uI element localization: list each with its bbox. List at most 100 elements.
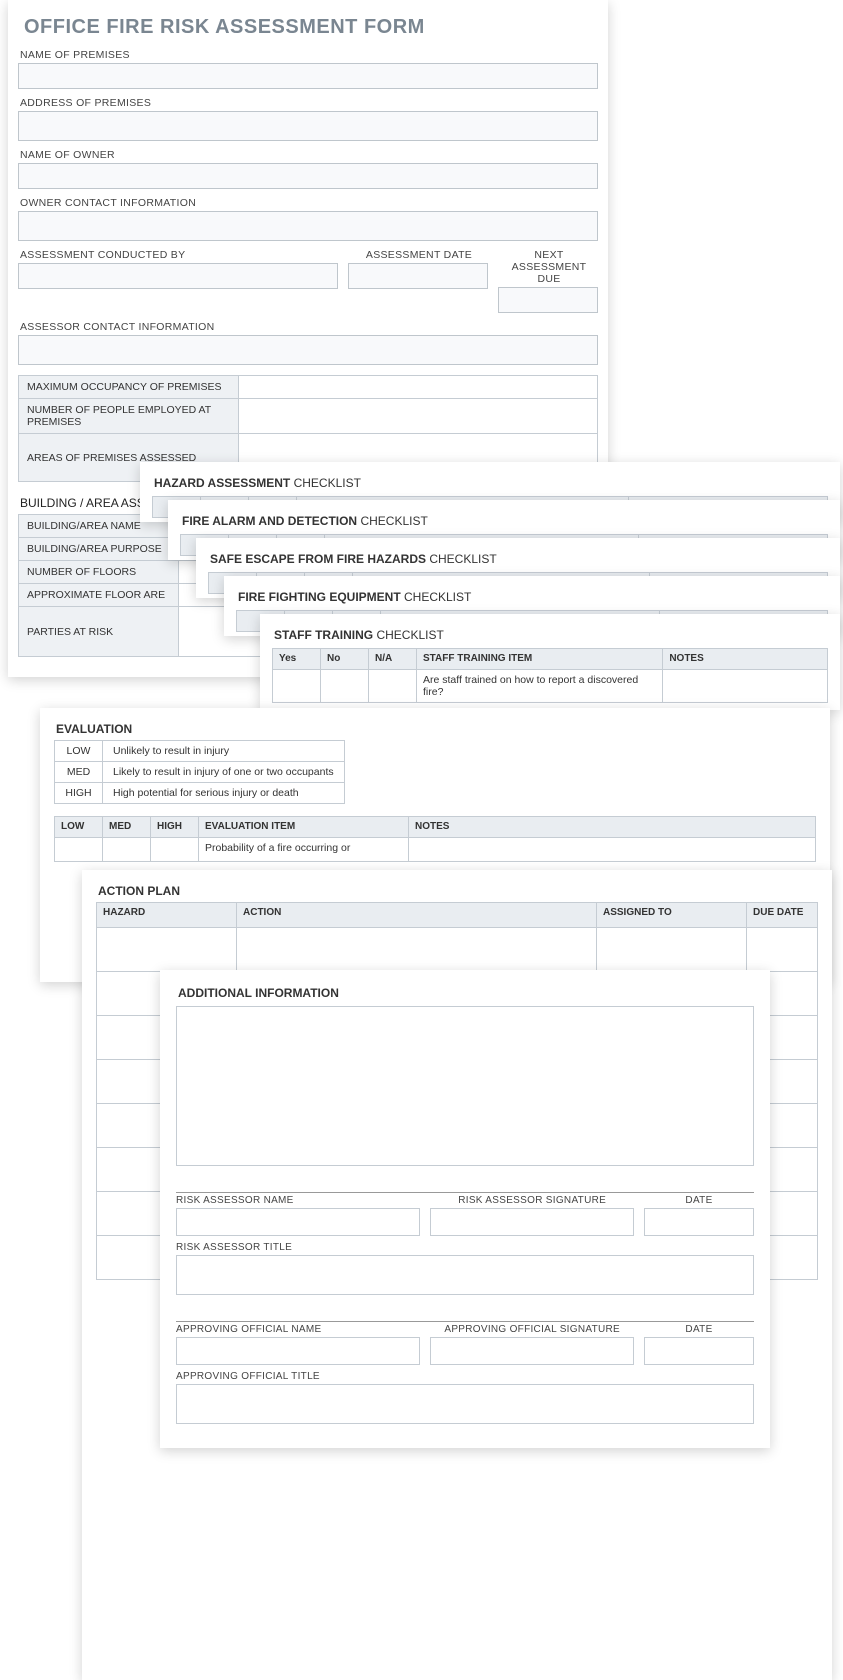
chk4-title: FIRE FIGHTING EQUIPMENT CHECKLIST [238,590,828,604]
action-heading: ACTION PLAN [98,884,818,898]
col-notes: NOTES [663,649,827,669]
lbl-date-2: DATE [644,1324,754,1335]
label-premises-address: ADDRESS OF PREMISES [20,97,598,109]
addl-textarea[interactable] [176,1006,754,1166]
chk5-r1-na[interactable] [369,670,417,702]
occ-r1-label: MAXIMUM OCCUPANCY OF PREMISES [19,376,239,399]
action-col-hazard: HAZARD [97,903,237,927]
chk5-r1-no[interactable] [321,670,369,702]
eval-col-med: MED [103,817,151,837]
input-assess-date[interactable] [348,263,488,289]
col-item: STAFF TRAINING ITEM [417,649,663,669]
divider [176,1192,754,1193]
chk5-head: Yes No N/A STAFF TRAINING ITEM NOTES [272,648,828,670]
eval-r1-low[interactable] [55,838,103,861]
chk5-row1: Are staff trained on how to report a dis… [272,670,828,703]
label-premises-name: NAME OF PREMISES [20,49,598,61]
input-assessor-title[interactable] [176,1255,754,1295]
col-no: No [321,649,369,669]
col-yes: Yes [273,649,321,669]
lbl-official-sig: APPROVING OFFICIAL SIGNATURE [430,1324,634,1335]
eval-r1-high[interactable] [151,838,199,861]
col-na: N/A [369,649,417,669]
bld-r4: APPROXIMATE FLOOR ARE [19,584,179,607]
chk4-r: CHECKLIST [401,590,472,604]
label-assessed-by: ASSESSMENT CONDUCTED BY [20,249,338,261]
label-owner-contact: OWNER CONTACT INFORMATION [20,197,598,209]
input-date-1[interactable] [644,1208,754,1236]
chk2-r: CHECKLIST [357,514,428,528]
action-col-due: DUE DATE [747,903,817,927]
addl-heading: ADDITIONAL INFORMATION [178,986,754,1000]
action-r-assigned[interactable] [597,928,747,971]
page-checklist-training: STAFF TRAINING CHECKLIST Yes No N/A STAF… [260,614,840,710]
occ-r2-value[interactable] [239,399,598,434]
lbl-assessor-sig: RISK ASSESSOR SIGNATURE [430,1195,634,1206]
lbl-assessor-name: RISK ASSESSOR NAME [176,1195,420,1206]
input-assessor-contact[interactable] [18,335,598,365]
input-date-2[interactable] [644,1337,754,1365]
input-official-sig[interactable] [430,1337,634,1365]
input-next-due[interactable] [498,287,598,313]
eval-col-notes: NOTES [409,817,815,837]
page-additional-info: ADDITIONAL INFORMATION RISK ASSESSOR NAM… [160,970,770,1448]
action-r-due[interactable] [747,928,817,971]
divider [176,1321,754,1322]
label-owner-name: NAME OF OWNER [20,149,598,161]
eval-col-item: EVALUATION ITEM [199,817,409,837]
eval-low-k: LOW [55,741,103,762]
chk5-r1-yes[interactable] [273,670,321,702]
bld-r5: PARTIES AT RISK [19,607,179,657]
input-premises-name[interactable] [18,63,598,89]
chk2-title: FIRE ALARM AND DETECTION CHECKLIST [182,514,828,528]
eval-col-high: HIGH [151,817,199,837]
chk1-b: HAZARD ASSESSMENT [154,476,290,490]
eval-med-k: MED [55,762,103,783]
input-official-name[interactable] [176,1337,420,1365]
action-row [96,928,818,972]
eval-heading: EVALUATION [56,722,816,736]
chk5-b: STAFF TRAINING [274,628,373,642]
eval-r1-item: Probability of a fire occurring or [199,838,409,861]
eval-grid-head: LOW MED HIGH EVALUATION ITEM NOTES [54,816,816,838]
lbl-official-name: APPROVING OFFICIAL NAME [176,1324,420,1335]
label-next-due: NEXT ASSESSMENT DUE [500,249,598,285]
bld-r3: NUMBER OF FLOORS [19,561,179,584]
input-assessor-sig[interactable] [430,1208,634,1236]
input-official-title[interactable] [176,1384,754,1424]
eval-r1-notes[interactable] [409,838,815,861]
eval-high-k: HIGH [55,783,103,804]
chk5-r: CHECKLIST [373,628,444,642]
eval-row1: Probability of a fire occurring or [54,838,816,862]
eval-high-d: High potential for serious injury or dea… [103,783,345,804]
input-assessed-by[interactable] [18,263,338,289]
eval-low-d: Unlikely to result in injury [103,741,345,762]
form-title: OFFICE FIRE RISK ASSESSMENT FORM [24,16,598,39]
eval-r1-med[interactable] [103,838,151,861]
eval-col-low: LOW [55,817,103,837]
chk2-b: FIRE ALARM AND DETECTION [182,514,357,528]
action-col-action: ACTION [237,903,597,927]
occ-r2-label: NUMBER OF PEOPLE EMPLOYED AT PREMISES [19,399,239,434]
chk1-title: HAZARD ASSESSMENT CHECKLIST [154,476,828,490]
input-owner-contact[interactable] [18,211,598,241]
chk5-r1-notes[interactable] [663,670,827,702]
input-assessor-name[interactable] [176,1208,420,1236]
lbl-official-title: APPROVING OFFICIAL TITLE [176,1371,754,1382]
chk3-b: SAFE ESCAPE FROM FIRE HAZARDS [210,552,426,566]
chk5-r1-item: Are staff trained on how to report a dis… [417,670,663,702]
input-owner-name[interactable] [18,163,598,189]
chk1-r: CHECKLIST [290,476,361,490]
chk5-title: STAFF TRAINING CHECKLIST [274,628,828,642]
occ-r1-value[interactable] [239,376,598,399]
eval-key-table: LOWUnlikely to result in injury MEDLikel… [54,740,345,804]
chk3-title: SAFE ESCAPE FROM FIRE HAZARDS CHECKLIST [210,552,828,566]
bld-r2: BUILDING/AREA PURPOSE [19,538,179,561]
action-r-action[interactable] [237,928,597,971]
chk3-r: CHECKLIST [426,552,497,566]
lbl-date-1: DATE [644,1195,754,1206]
eval-med-d: Likely to result in injury of one or two… [103,762,345,783]
label-assess-date: ASSESSMENT DATE [350,249,488,261]
action-r-hazard[interactable] [97,928,237,971]
input-premises-address[interactable] [18,111,598,141]
